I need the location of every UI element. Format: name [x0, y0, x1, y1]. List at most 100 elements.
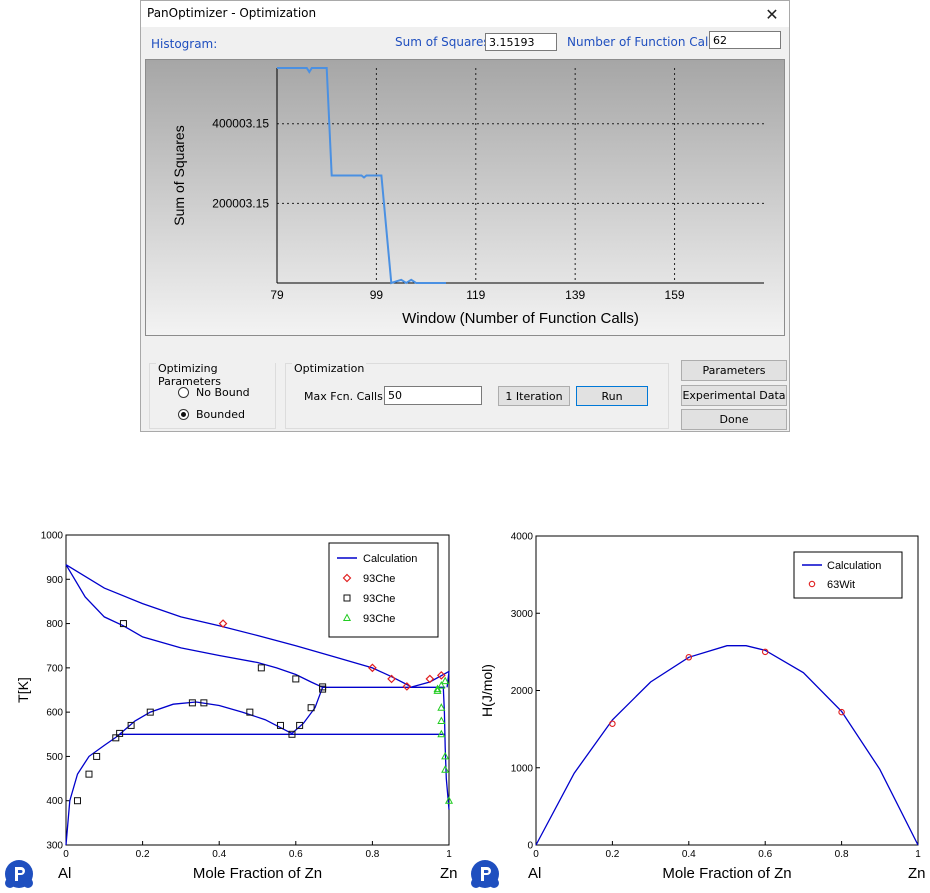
data-point-93che-green [437, 729, 446, 738]
x-tick-label: 0.4 [682, 849, 696, 860]
data-point-93che-black [112, 734, 120, 742]
phase-x-axis-title: Mole Fraction of Zn [193, 865, 322, 882]
phase-y-axis-title: T[K] [15, 677, 31, 703]
data-point-93che-green [437, 703, 446, 711]
data-point-93che-green [437, 681, 446, 689]
enthalpy-legend [793, 551, 903, 599]
data-point-93che-black [200, 699, 208, 707]
sum-of-squares-field[interactable]: 3.15193 [485, 33, 557, 51]
experimental-data-button[interactable]: Experimental Data [681, 385, 787, 406]
close-icon[interactable]: ✕ [765, 4, 779, 24]
x-tick-label: 159 [665, 288, 685, 302]
histogram-chart: 79 99 119 139 159 400003.15 200003.15 Window (N… [171, 67, 764, 327]
data-point-93che-black [292, 675, 300, 683]
phase-frame [65, 534, 450, 846]
data-point-93che-black [93, 752, 101, 760]
data-point-93che-black [73, 797, 81, 805]
y-tick-label: 500 [46, 752, 63, 763]
data-point-93che-black [246, 708, 254, 716]
data-point-93che-black [276, 721, 284, 729]
data-point-93che-black [116, 729, 124, 737]
legend-marker [342, 613, 352, 621]
y-tick-label: 0 [527, 841, 533, 852]
x-tick-label: 0.2 [136, 849, 150, 860]
radio-no-bound-label: No Bound [196, 386, 250, 399]
max-fcn-calls-label: Max Fcn. Calls: [304, 390, 387, 403]
radio-bounded-label: Bounded [196, 408, 245, 421]
y-tick-label: 1000 [511, 763, 534, 774]
one-iteration-button[interactable]: 1 Iteration [498, 386, 570, 406]
x-tick-label: 1 [446, 849, 452, 860]
function-calls-label: Number of Function Calls: [567, 35, 722, 49]
x-tick-label: 99 [370, 288, 384, 302]
data-point-93che-black [85, 770, 93, 778]
run-button[interactable]: Run [576, 386, 648, 406]
radio-bounded-circle[interactable] [178, 409, 189, 420]
legend-label: 93Che [363, 613, 395, 625]
calculation-curve [535, 645, 919, 846]
data-point-93che-black [146, 708, 154, 716]
data-point-93che-green [441, 676, 450, 685]
y-tick-label: 400 [46, 796, 63, 807]
optimizing-parameters-group: Optimizing Parameters No Bound Bounded [149, 362, 276, 429]
window-title: PanOptimizer - Optimization [147, 6, 317, 20]
x-tick-label: 119 [466, 288, 485, 302]
x-axis-title: Window (Number of Function Calls) [402, 310, 639, 327]
data-point-93che-green [441, 751, 450, 760]
data-point-93che-green [441, 765, 450, 773]
sum-of-squares-label: Sum of Squares: [395, 35, 494, 49]
data-point-93che-red [368, 663, 377, 673]
enthalpy-right-element-label: Zn [908, 865, 926, 882]
data-point-63wit [761, 648, 769, 656]
function-calls-field[interactable]: 62 [709, 31, 781, 49]
data-point-93che-green [437, 716, 446, 724]
x-tick-label: 0.4 [212, 849, 226, 860]
enthalpy-chart: 0 0.2 0.4 0.6 0.8 1 0 1000 2000 3000 4000 Mole Frac… [479, 532, 926, 883]
data-point-93che-black [127, 721, 135, 729]
x-tick-label: 0 [533, 849, 539, 860]
legend-marker [808, 580, 816, 588]
x-tick-label: 1 [915, 849, 921, 860]
x-tick-label: 0.2 [605, 849, 619, 860]
radio-bounded[interactable]: Bounded [178, 408, 245, 421]
data-point-93che-green [433, 684, 442, 693]
legend-label: 63Wit [827, 579, 855, 591]
data-point-63wit [838, 708, 845, 716]
legend-label: 93Che [363, 573, 395, 585]
x-tick-label: 0.6 [289, 849, 303, 860]
y-tick-label: 2000 [511, 686, 534, 697]
x-tick-label: 0.8 [365, 849, 379, 860]
data-point-93che-black [119, 620, 127, 628]
max-fcn-calls-input[interactable]: 50 [384, 386, 482, 405]
enthalpy-y-axis-title: H(J/mol) [479, 664, 495, 717]
data-point-93che-black [288, 730, 296, 738]
data-point-93che-green [444, 796, 454, 804]
enthalpy-left-element-label: Al [528, 865, 541, 882]
parameters-button[interactable]: Parameters [681, 360, 787, 381]
calculation-curve [442, 687, 450, 810]
data-point-93che-black [307, 704, 315, 712]
enthalpy-x-axis-title: Mole Fraction of Zn [662, 865, 791, 882]
optimization-group: Optimization Max Fcn. Calls: 50 1 Iterat… [285, 362, 669, 429]
radio-no-bound-circle[interactable] [178, 387, 189, 398]
legend-marker [342, 573, 352, 583]
optimizing-parameters-title: Optimizing Parameters [156, 362, 275, 388]
y-tick-label: 3000 [511, 609, 534, 620]
calculation-curve [65, 564, 411, 688]
x-tick-label: 0.6 [758, 849, 772, 860]
data-point-93che-black [257, 664, 265, 672]
pandat-logo-icon [5, 860, 33, 888]
x-tick-label: 0.8 [835, 849, 849, 860]
radio-no-bound[interactable]: No Bound [178, 386, 250, 399]
x-tick-label: 139 [565, 288, 585, 302]
histogram-series-line [277, 67, 446, 285]
y-tick-label: 900 [46, 575, 63, 586]
done-button[interactable]: Done [681, 409, 787, 430]
y-tick-label: 200003.15 [212, 196, 269, 210]
phase-diagram-chart: 0 0.2 0.4 0.6 0.8 1 300 400 500 600 700 800 900 1000 M… [15, 531, 458, 883]
data-point-93che-red [218, 619, 228, 628]
y-tick-label: 1000 [41, 531, 64, 542]
y-tick-label: 400003.15 [212, 117, 269, 131]
y-tick-label: 800 [46, 619, 63, 630]
calculation-curve [446, 671, 450, 688]
